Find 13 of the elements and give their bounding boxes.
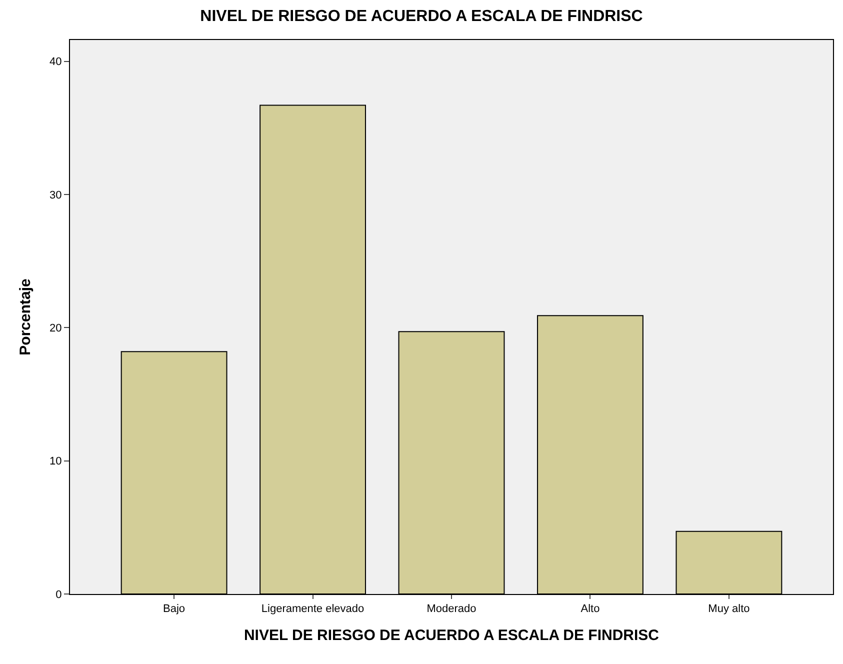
y-tick-label: 20 xyxy=(50,322,62,334)
x-axis-title: NIVEL DE RIESGO DE ACUERDO A ESCALA DE FINDRISC xyxy=(244,627,660,644)
x-tick-label: Moderado xyxy=(426,603,476,616)
x-tick-label: Ligeramente elevado xyxy=(261,603,364,616)
x-tick-label: Alto xyxy=(580,603,600,616)
y-tick-label: 10 xyxy=(50,456,62,468)
y-tick-label: 40 xyxy=(50,56,62,68)
x-tick-label: Muy alto xyxy=(708,603,750,616)
x-tick-label: Bajo xyxy=(163,603,186,616)
y-tick-label: 30 xyxy=(50,189,62,202)
chart-title: NIVEL DE RIESGO DE ACUERDO A ESCALA DE FINDRISC xyxy=(200,8,644,26)
y-tick-label: 0 xyxy=(56,588,62,601)
y-axis-title: Porcentaje xyxy=(16,278,34,356)
